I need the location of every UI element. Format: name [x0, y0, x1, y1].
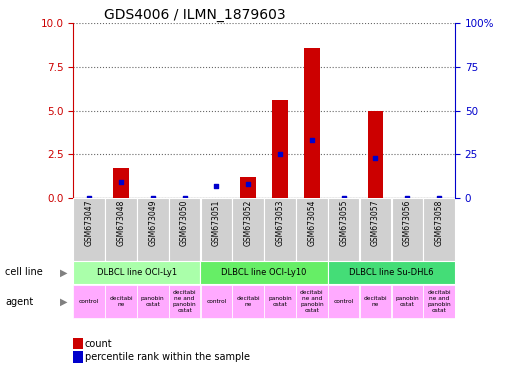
Point [212, 183, 221, 189]
FancyBboxPatch shape [232, 198, 264, 261]
FancyBboxPatch shape [423, 285, 455, 318]
Bar [113, 168, 129, 198]
Text: decitabi
ne and
panobin
ostat: decitabi ne and panobin ostat [427, 290, 451, 313]
FancyBboxPatch shape [137, 198, 168, 261]
Point [180, 195, 189, 201]
Point [85, 195, 93, 201]
Text: count: count [85, 339, 112, 349]
Text: decitabi
ne and
panobin
ostat: decitabi ne and panobin ostat [300, 290, 324, 313]
FancyBboxPatch shape [201, 285, 232, 318]
Text: decitabi
ne and
panobin
ostat: decitabi ne and panobin ostat [173, 290, 197, 313]
Point [435, 195, 444, 201]
FancyBboxPatch shape [392, 198, 423, 261]
FancyBboxPatch shape [137, 285, 168, 318]
Bar [304, 48, 320, 198]
Point [403, 195, 412, 201]
FancyBboxPatch shape [200, 261, 328, 284]
FancyBboxPatch shape [296, 198, 327, 261]
FancyBboxPatch shape [328, 285, 359, 318]
FancyBboxPatch shape [169, 198, 200, 261]
Text: percentile rank within the sample: percentile rank within the sample [85, 352, 249, 362]
FancyBboxPatch shape [360, 285, 391, 318]
Text: control: control [206, 299, 226, 304]
Text: cell line: cell line [5, 268, 43, 278]
FancyBboxPatch shape [232, 285, 264, 318]
Text: ▶: ▶ [60, 296, 67, 306]
FancyBboxPatch shape [296, 285, 327, 318]
Point [339, 195, 348, 201]
Text: GSM673055: GSM673055 [339, 200, 348, 247]
Text: GSM673058: GSM673058 [435, 200, 444, 246]
Text: GSM673051: GSM673051 [212, 200, 221, 246]
FancyBboxPatch shape [73, 261, 200, 284]
Text: panobin
ostat: panobin ostat [395, 296, 419, 307]
Text: DLBCL line OCI-Ly1: DLBCL line OCI-Ly1 [97, 268, 177, 277]
Text: panobin
ostat: panobin ostat [268, 296, 292, 307]
FancyBboxPatch shape [169, 285, 200, 318]
FancyBboxPatch shape [392, 285, 423, 318]
Text: GSM673048: GSM673048 [117, 200, 126, 246]
Point [244, 181, 253, 187]
FancyBboxPatch shape [264, 285, 296, 318]
Text: decitabi
ne: decitabi ne [363, 296, 388, 307]
Text: decitabi
ne: decitabi ne [236, 296, 260, 307]
FancyBboxPatch shape [105, 285, 137, 318]
Text: control: control [79, 299, 99, 304]
Text: GSM673049: GSM673049 [148, 200, 157, 247]
Text: ▶: ▶ [60, 268, 67, 278]
Text: GSM673054: GSM673054 [308, 200, 316, 247]
Text: DLBCL line OCI-Ly10: DLBCL line OCI-Ly10 [221, 268, 307, 277]
FancyBboxPatch shape [73, 198, 105, 261]
Text: DLBCL line Su-DHL6: DLBCL line Su-DHL6 [349, 268, 434, 277]
Text: GDS4006 / ILMN_1879603: GDS4006 / ILMN_1879603 [104, 8, 286, 22]
FancyBboxPatch shape [328, 198, 359, 261]
FancyBboxPatch shape [264, 198, 296, 261]
Bar [272, 100, 288, 198]
FancyBboxPatch shape [201, 198, 232, 261]
Point [308, 137, 316, 143]
Text: decitabi
ne: decitabi ne [109, 296, 133, 307]
FancyBboxPatch shape [105, 198, 137, 261]
Bar [368, 111, 383, 198]
Text: GSM673047: GSM673047 [85, 200, 94, 247]
FancyBboxPatch shape [328, 261, 455, 284]
Point [117, 179, 125, 185]
Text: agent: agent [5, 296, 33, 306]
Point [371, 155, 380, 161]
Text: GSM673052: GSM673052 [244, 200, 253, 246]
Point [276, 151, 284, 157]
FancyBboxPatch shape [423, 198, 455, 261]
Point [149, 195, 157, 201]
Text: GSM673056: GSM673056 [403, 200, 412, 247]
Bar [240, 177, 256, 198]
Text: GSM673050: GSM673050 [180, 200, 189, 247]
Text: GSM673053: GSM673053 [276, 200, 285, 247]
Text: panobin
ostat: panobin ostat [141, 296, 165, 307]
Text: control: control [334, 299, 354, 304]
FancyBboxPatch shape [360, 198, 391, 261]
FancyBboxPatch shape [73, 285, 105, 318]
Text: GSM673057: GSM673057 [371, 200, 380, 247]
